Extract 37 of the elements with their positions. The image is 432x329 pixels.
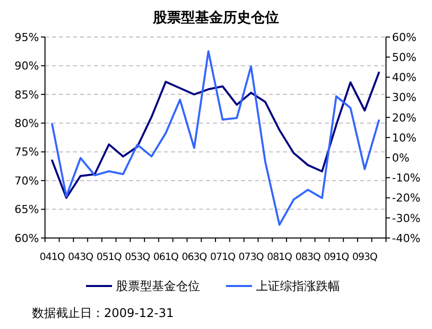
y2-tick-label: -30%	[392, 212, 420, 225]
text: 数据截止日：2009-12-31	[32, 306, 174, 320]
y-tick-label: 75%	[14, 146, 39, 159]
line-series	[51, 72, 380, 199]
y2-tick-label: -40%	[392, 232, 420, 245]
y2-tick-label: 10%	[392, 131, 416, 144]
y-tick-label: 80%	[14, 116, 39, 130]
x-tick-label: 071Q	[210, 252, 236, 263]
y2-tick-label: 50%	[392, 50, 416, 64]
x-tick-label: 051Q	[96, 252, 122, 263]
x-tick-label: 061Q	[153, 252, 179, 263]
legend-label: 股票型基金仓位	[116, 279, 200, 294]
y-tick-label: 70%	[14, 174, 39, 188]
x-tick-label: 091Q	[324, 252, 350, 263]
chart-title: 股票型基金历史仓位	[152, 10, 279, 26]
y2-tick-label: 30%	[392, 91, 416, 104]
x-tick-label: 081Q	[266, 252, 293, 263]
x-tick-label: 041Q	[40, 252, 66, 263]
y2-tick-label: 60%	[392, 30, 416, 44]
x-tick-label: 073Q	[238, 252, 264, 263]
x-tick-label: 063Q	[182, 252, 208, 263]
x-tick-label: 043Q	[68, 252, 94, 263]
y2-tick-label: 20%	[392, 111, 416, 124]
legend-label: 上证综指涨跌幅	[256, 279, 340, 294]
x-tick-label: 083Q	[295, 252, 321, 263]
x-tick-label: 093Q	[352, 252, 378, 263]
y-tick-label: 90%	[14, 60, 39, 73]
x-tick-label: 053Q	[124, 252, 150, 263]
y-tick-label: 60%	[14, 232, 39, 245]
y2-tick-label: -10%	[392, 172, 420, 185]
y-tick-label: 95%	[14, 30, 39, 44]
y-tick-label: 85%	[14, 88, 39, 102]
y2-tick-label: 0%	[392, 151, 410, 164]
y2-tick-label: 40%	[392, 71, 416, 84]
line-series	[51, 50, 380, 226]
y2-tick-label: -20%	[392, 192, 420, 205]
y-tick-label: 65%	[14, 203, 39, 216]
